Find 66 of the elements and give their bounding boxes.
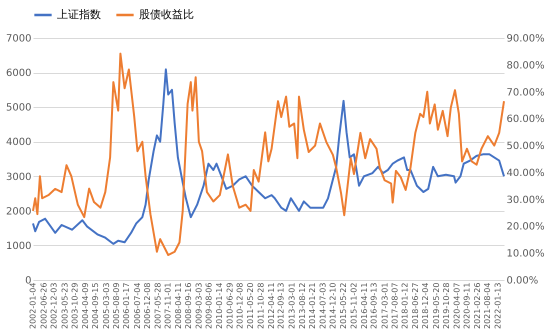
- x-tick-label: 2016-09-13: [370, 282, 379, 329]
- x-tick-label: 2003-05-23: [60, 282, 70, 329]
- x-tick-label: 2002-06-26: [40, 282, 48, 329]
- x-tick-label: 2010-01-14: [214, 282, 224, 329]
- x-tick-label: 2012-09-13: [276, 282, 286, 329]
- x-tick-label: 2015-05-22: [339, 282, 348, 329]
- y2-tick-label: 90.00%: [506, 34, 545, 44]
- x-tick-label: 2014-01-21: [308, 282, 318, 329]
- legend-label: 股债收益比: [139, 8, 194, 21]
- x-tick-label: 2018-01-12: [400, 282, 410, 329]
- x-tick-label: 2013-08-12: [298, 282, 307, 329]
- x-tick-label: 2004-04-09: [81, 282, 90, 329]
- x-tick-label: 2008-04-11: [174, 282, 184, 329]
- y2-tick-label: 30.00%: [506, 194, 545, 206]
- x-tick-label: 2004-09-15: [91, 282, 100, 329]
- x-tick-label: 2018-12-04: [421, 282, 430, 329]
- y-tick-label: 5000: [6, 102, 32, 114]
- x-tick-label: 2020-09-11: [462, 282, 472, 329]
- x-tick-label: 2002-01-04: [28, 282, 38, 329]
- y2-tick-label: 50.00%: [506, 141, 545, 152]
- x-tick-label: 2006-07-04: [132, 282, 142, 329]
- x-tick-label: 2010-06-29: [225, 282, 234, 329]
- x-tick-label: 2022-01-13: [493, 282, 502, 329]
- x-tick-label: 2020-04-07: [452, 282, 462, 329]
- x-tick-label: 2014-12-10: [328, 282, 338, 329]
- x-tick-label: 2013-03-01: [287, 282, 296, 329]
- x-tick-label: 2003-10-29: [70, 282, 80, 329]
- y-tick-label: 1000: [6, 240, 32, 252]
- y2-tick-label: 60.00%: [506, 114, 545, 126]
- y-tick-label: 7000: [6, 34, 32, 44]
- x-tick-label: 2019-10-28: [442, 282, 452, 329]
- x-tick-label: 2018-06-27: [411, 282, 420, 329]
- y-tick-label: 2000: [6, 206, 32, 218]
- y2-tick-label: 80.00%: [506, 60, 545, 72]
- y2-tick-label: 40.00%: [506, 168, 545, 179]
- x-tick-label: 2011-10-28: [256, 282, 266, 329]
- y2-tick-label: 20.00%: [506, 222, 545, 233]
- y-tick-label: 4000: [6, 137, 32, 148]
- x-tick-label: 2017-08-07: [390, 282, 400, 329]
- x-tick-label: 2017-03-01: [380, 282, 390, 329]
- y-tick-label: 3000: [6, 172, 32, 183]
- x-tick-label: 2008-09-16: [184, 282, 194, 329]
- y2-tick-label: 70.00%: [506, 87, 545, 98]
- x-tick-label: 2009-08-06: [204, 282, 214, 329]
- x-tick-label: 2015-11-02: [350, 282, 359, 329]
- x-tick-label: 2006-01-17: [122, 282, 132, 329]
- x-tick-label: 2012-04-11: [266, 282, 276, 329]
- y2-tick-label: 10.00%: [506, 248, 545, 260]
- x-tick-label: 2010-12-08: [236, 282, 245, 329]
- x-tick-label: 2002-12-03: [50, 282, 59, 329]
- x-tick-label: 2011-05-20: [246, 282, 256, 329]
- x-tick-label: 2006-12-08: [142, 282, 152, 329]
- x-tick-label: 2016-04-11: [360, 282, 369, 329]
- x-tick-label: 2019-05-20: [432, 282, 441, 329]
- x-tick-label: 2007-05-28: [154, 282, 163, 329]
- x-tick-label: 2021-08-04: [483, 282, 492, 329]
- y-tick-label: 0: [25, 276, 32, 286]
- x-tick-label: 2005-08-09: [112, 282, 121, 329]
- x-tick-label: 2014-07-03: [318, 282, 328, 329]
- x-tick-label: 2009-03-03: [194, 282, 204, 329]
- y-tick-label: 6000: [6, 68, 32, 80]
- x-tick-label: 2005-03-03: [102, 282, 111, 329]
- x-tick-label: 2007-11-01: [164, 282, 173, 329]
- legend-label: 上证指数: [57, 8, 101, 21]
- y2-tick-label: 0.00%: [506, 276, 538, 286]
- x-tick-label: 2021-02-26: [473, 282, 482, 329]
